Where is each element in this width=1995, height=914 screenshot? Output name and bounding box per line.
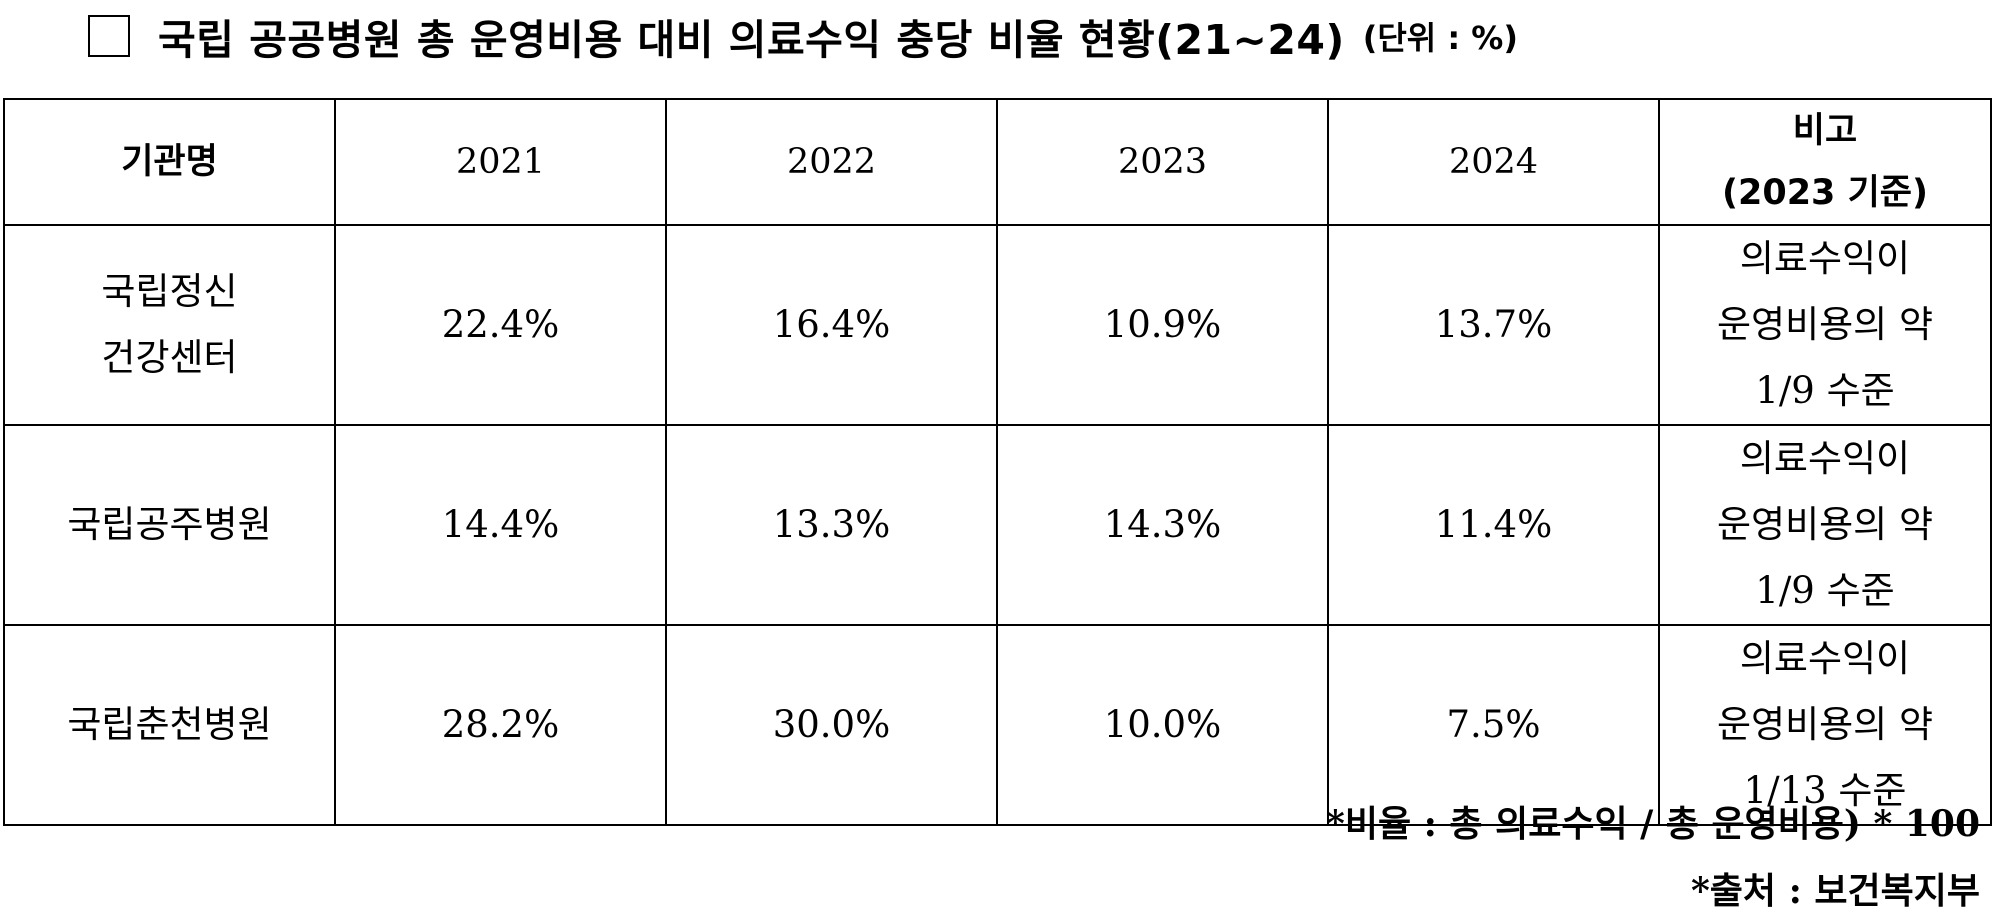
institution-cell: 국립공주병원 <box>3 424 336 626</box>
note-cell: 의료수익이 운영비용의 약 1/13 수준 <box>1658 624 1992 826</box>
note-line3: 1/13 수준 <box>1743 769 1907 812</box>
note-line2: 운영비용의 약 <box>1716 303 1933 346</box>
note-line1: 의료수익이 <box>1739 237 1911 280</box>
note-line3: 1/9 수준 <box>1755 369 1895 412</box>
institution-name-line1: 국립춘천병원 <box>67 703 272 746</box>
note-line1: 의료수익이 <box>1739 637 1911 680</box>
header-year-2022: 2022 <box>665 98 998 226</box>
institution-cell: 국립춘천병원 <box>3 624 336 826</box>
header-year-2023: 2023 <box>996 98 1329 226</box>
value-cell-2021: 22.4% <box>334 224 667 426</box>
institution-name-line1: 국립공주병원 <box>67 503 272 546</box>
value-cell-2023: 14.3% <box>996 424 1329 626</box>
note-cell: 의료수익이 운영비용의 약 1/9 수준 <box>1658 224 1992 426</box>
ratio-footnote: *비율 : 총 의료수익 / 총 운영비용) * 100 <box>1326 803 1980 845</box>
table-row: 국립공주병원 14.4% 13.3% 14.3% 11.4% 의료수익이 운영비… <box>3 424 1992 626</box>
value-cell-2024: 7.5% <box>1327 624 1660 826</box>
header-institution: 기관명 <box>3 98 336 226</box>
header-note-title: 비고 <box>1792 111 1858 151</box>
value-cell-2022: 30.0% <box>665 624 998 826</box>
institution-cell: 국립정신 건강센터 <box>3 224 336 426</box>
header-year-2024: 2024 <box>1327 98 1660 226</box>
note-line2: 운영비용의 약 <box>1716 703 1933 746</box>
page-title: 국립 공공병원 총 운영비용 대비 의료수익 충당 비율 현황(21~24) <box>158 16 1345 64</box>
value-cell-2021: 14.4% <box>334 424 667 626</box>
table-header-row: 기관명 2021 2022 2023 2024 비고 (2023 기준) <box>3 98 1992 226</box>
value-cell-2024: 13.7% <box>1327 224 1660 426</box>
unit-label: (단위 : %) <box>1362 19 1518 57</box>
value-cell-2024: 11.4% <box>1327 424 1660 626</box>
source-footnote: *출처 : 보건복지부 <box>1690 870 1980 912</box>
header-note-basis: (2023 기준) <box>1722 173 1928 213</box>
value-cell-2023: 10.9% <box>996 224 1329 426</box>
institution-name-line1: 국립정신 <box>101 270 238 313</box>
header-year-2021: 2021 <box>334 98 667 226</box>
value-cell-2023: 10.0% <box>996 624 1329 826</box>
table-row: 국립정신 건강센터 22.4% 16.4% 10.9% 13.7% 의료수익이 … <box>3 224 1992 426</box>
institution-name-line2: 건강센터 <box>101 336 238 379</box>
value-cell-2022: 13.3% <box>665 424 998 626</box>
note-cell: 의료수익이 운영비용의 약 1/9 수준 <box>1658 424 1992 626</box>
value-cell-2021: 28.2% <box>334 624 667 826</box>
title-row: 국립 공공병원 총 운영비용 대비 의료수익 충당 비율 현황(21~24) (… <box>88 0 1518 72</box>
ratio-table: 기관명 2021 2022 2023 2024 비고 (2023 기준) 국립정… <box>3 98 1992 826</box>
value-cell-2022: 16.4% <box>665 224 998 426</box>
note-line3: 1/9 수준 <box>1755 569 1895 612</box>
table-row: 국립춘천병원 28.2% 30.0% 10.0% 7.5% 의료수익이 운영비용… <box>3 624 1992 826</box>
checkbox-square-icon <box>88 15 130 57</box>
note-line1: 의료수익이 <box>1739 437 1911 480</box>
header-note: 비고 (2023 기준) <box>1658 98 1992 226</box>
note-line2: 운영비용의 약 <box>1716 503 1933 546</box>
